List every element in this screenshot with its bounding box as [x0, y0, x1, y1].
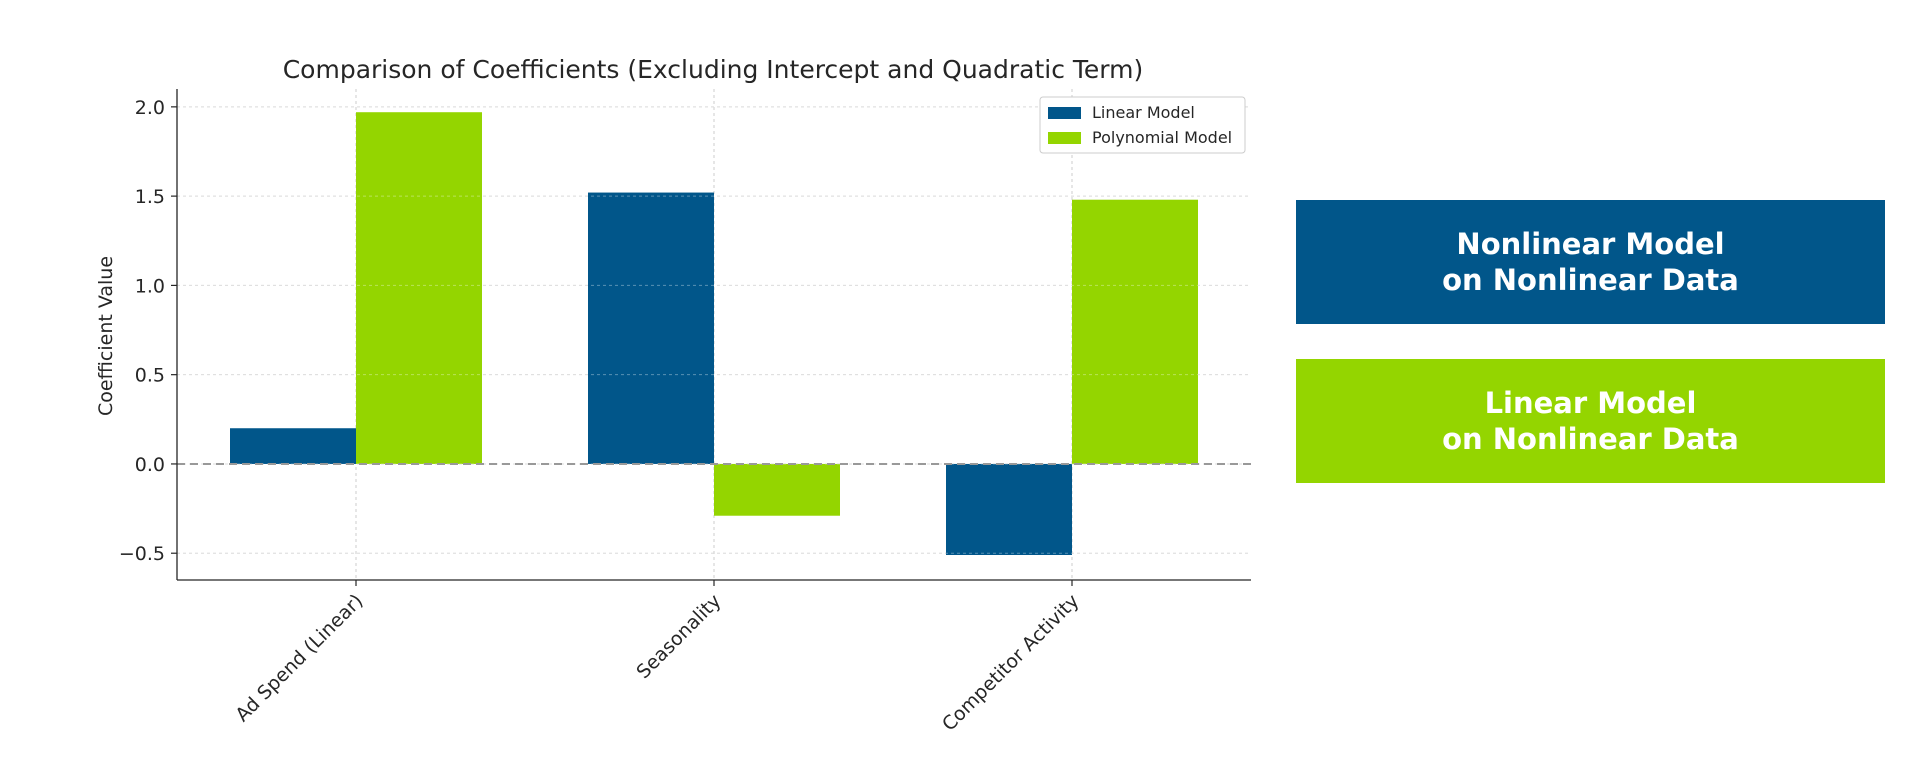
- panel-top-line-2: on Nonlinear Data: [1442, 263, 1739, 297]
- y-tick-label: 0.5: [135, 365, 165, 387]
- linear-model-panel: Linear Model on Nonlinear Data: [1296, 359, 1885, 483]
- legend-label-polynomial: Polynomial Model: [1092, 128, 1232, 147]
- x-tick-label: Seasonality: [632, 590, 725, 683]
- x-tick-label: Competitor Activity: [938, 590, 1084, 736]
- legend-label-linear: Linear Model: [1092, 103, 1195, 122]
- legend-swatch-polynomial: [1048, 132, 1081, 144]
- bar-polynomial-1: [714, 463, 840, 516]
- panel-top-line-1: Nonlinear Model: [1456, 227, 1725, 261]
- y-axis-label: Coefficient Value: [95, 256, 117, 416]
- bar-linear-2: [946, 463, 1072, 556]
- panel-bottom-line-2: on Nonlinear Data: [1442, 422, 1739, 456]
- y-tick-label: 0.0: [135, 454, 165, 476]
- y-tick-label: −0.5: [119, 543, 165, 565]
- y-tick-label: 2.0: [135, 97, 165, 119]
- x-tick-label: Ad Spend (Linear): [231, 590, 367, 726]
- bar-linear-1: [588, 192, 714, 464]
- bar-polynomial-2: [1072, 199, 1198, 464]
- legend-swatch-linear: [1048, 107, 1081, 119]
- legend-box: [1039, 96, 1246, 154]
- bar-linear-0: [230, 428, 356, 464]
- bar-polynomial-0: [356, 112, 482, 464]
- chart-title: Comparison of Coefficients (Excluding In…: [283, 55, 1144, 84]
- y-tick-label: 1.0: [135, 275, 165, 297]
- nonlinear-model-panel: Nonlinear Model on Nonlinear Data: [1296, 200, 1885, 324]
- coefficient-bar-chart: Comparison of Coefficients (Excluding In…: [95, 55, 1251, 736]
- panel-bottom-line-1: Linear Model: [1484, 386, 1697, 420]
- y-tick-label: 1.5: [135, 186, 165, 208]
